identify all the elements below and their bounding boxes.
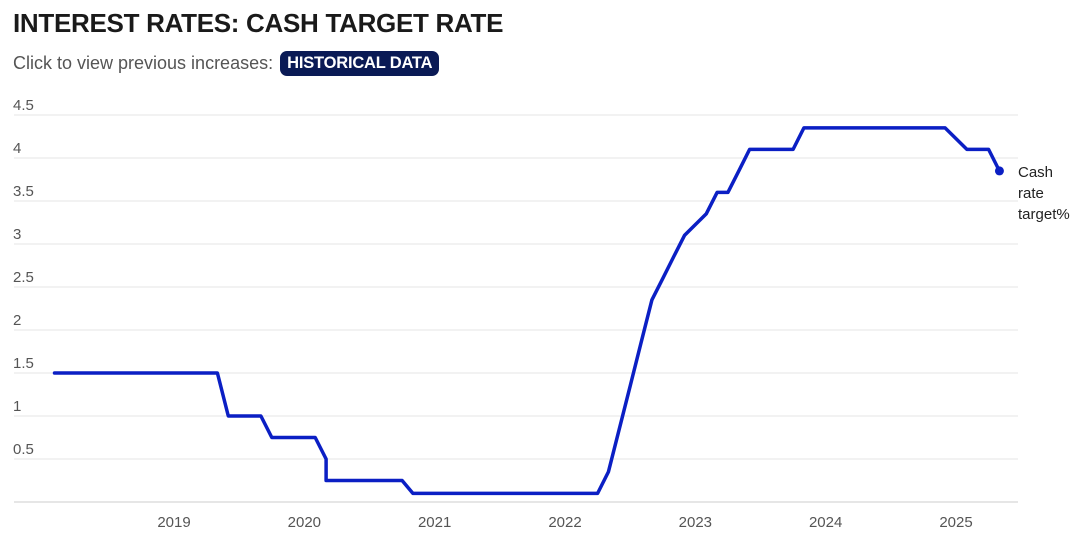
series-end-label: rate [1018,185,1044,202]
subtitle-text: Click to view previous increases: [13,53,274,73]
y-tick-label: 2.5 [13,269,34,286]
gridlines [14,114,1018,503]
y-tick-label: 1.5 [13,355,34,372]
x-tick-label: 2022 [548,514,581,531]
y-tick-label: 3.5 [13,183,34,200]
y-axis: 0.5 1 1.5 2 2.5 3 3.5 4 4.5 [13,97,34,458]
series-end-label: target% [1018,206,1070,223]
cash-rate-line [52,126,1002,496]
y-tick-label: 4 [13,140,21,157]
historical-data-button[interactable]: HISTORICAL DATA [280,51,440,76]
end-point-marker [994,166,1004,176]
series-layer [52,126,1004,496]
y-tick-label: 0.5 [13,441,34,458]
x-tick-label: 2024 [809,514,842,531]
end-label: Cash rate target% [1018,164,1070,223]
x-tick-label: 2020 [288,514,321,531]
x-tick-label: 2023 [679,514,712,531]
subtitle: Click to view previous increases: HISTOR… [13,51,440,76]
y-tick-label: 3 [13,226,21,243]
y-tick-label: 4.5 [13,97,34,114]
series-end-label: Cash [1018,164,1053,181]
y-tick-label: 2 [13,312,21,329]
x-tick-label: 2021 [418,514,451,531]
chart-title: INTEREST RATES: CASH TARGET RATE [13,8,504,38]
x-tick-label: 2025 [939,514,972,531]
x-axis: 2019 2020 2021 2022 2023 2024 2025 [157,514,972,531]
y-tick-label: 1 [13,398,21,415]
x-tick-label: 2019 [157,514,190,531]
